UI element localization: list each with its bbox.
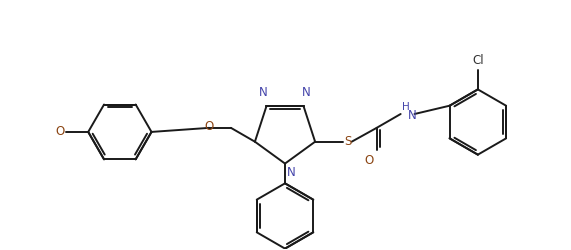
Text: N: N [287, 166, 296, 178]
Text: O: O [364, 154, 373, 166]
Text: N: N [408, 108, 416, 122]
Text: N: N [302, 86, 311, 100]
Text: O: O [204, 120, 214, 133]
Text: O: O [55, 126, 65, 138]
Text: S: S [344, 135, 351, 148]
Text: H: H [401, 102, 409, 112]
Text: N: N [259, 86, 268, 100]
Text: Cl: Cl [472, 54, 484, 67]
